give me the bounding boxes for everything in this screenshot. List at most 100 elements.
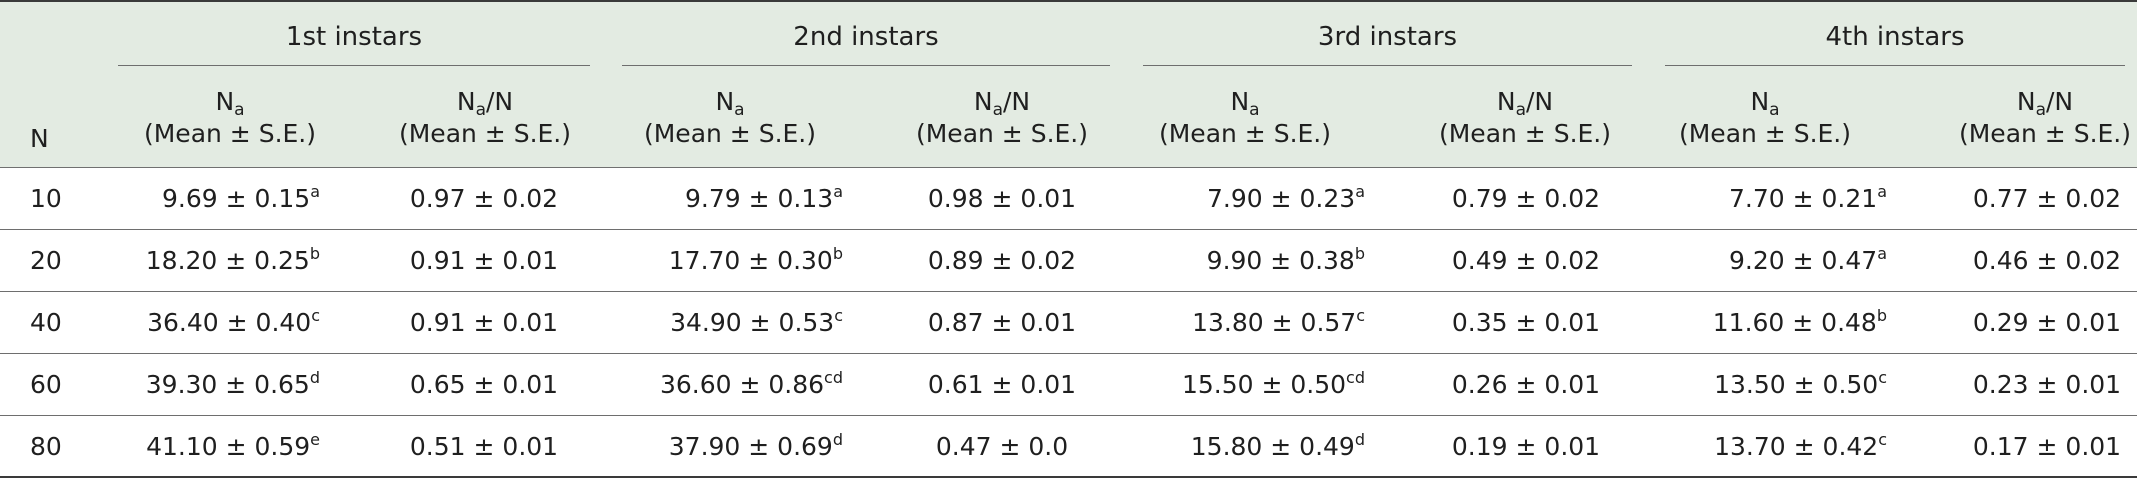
header-symbol: N (715, 87, 735, 116)
header-group-rule (118, 65, 590, 66)
cell-value: 0.91 ± 0.01 (409, 246, 559, 275)
header-symbol: N (215, 87, 235, 116)
cell-value: 41.10 ± 0.59 (146, 432, 311, 461)
cell-ratio: 0.47 ± 0.0 (877, 416, 1127, 478)
significance-letter: a (833, 182, 843, 201)
header-subscript: a (234, 100, 245, 120)
cell-mean: 15.50 ± 0.50cd (1145, 354, 1365, 416)
header-symbol: N (2016, 87, 2036, 116)
cell-mean: 39.30 ± 0.65d (100, 354, 320, 416)
cell-value: 13.70 ± 0.42 (1714, 432, 1879, 461)
cell-mean: 13.80 ± 0.57c (1145, 292, 1365, 354)
cell-value: 0.87 ± 0.01 (927, 308, 1077, 337)
cell-value: 39.30 ± 0.65 (145, 370, 310, 399)
significance-letter: a (1355, 182, 1365, 201)
cell-value: 15.50 ± 0.50 (1181, 370, 1347, 399)
cell-mean: 41.10 ± 0.59e (100, 416, 320, 478)
significance-letter: d (832, 430, 843, 449)
cell-value: 0.77 ± 0.02 (1972, 184, 2122, 213)
header-ratio-column: Na/N (Mean ± S.E.) (1920, 86, 2137, 150)
cell-value: 9.69 ± 0.15 (162, 184, 311, 213)
significance-letter: c (311, 306, 320, 325)
cell-ratio: 0.23 ± 0.01 (1922, 354, 2137, 416)
cell-value: 0.65 ± 0.01 (409, 370, 559, 399)
significance-letter: a (310, 182, 320, 201)
header-group-rule (1665, 65, 2125, 66)
header-ratio-suffix: /N (1526, 87, 1554, 116)
significance-letter: e (310, 430, 320, 449)
cell-mean: 7.70 ± 0.21a (1667, 168, 1887, 230)
header-symbol: N (1230, 87, 1250, 116)
cell-value: 36.40 ± 0.40 (147, 308, 312, 337)
cell-value: 0.97 ± 0.02 (409, 184, 559, 213)
cell-mean: 15.80 ± 0.49d (1145, 416, 1365, 478)
significance-letter: c (1356, 306, 1365, 325)
header-stat-label: (Mean ± S.E.) (398, 119, 572, 148)
significance-letter: b (832, 244, 843, 263)
cell-value: 0.89 ± 0.02 (927, 246, 1077, 275)
cell-value: 0.47 ± 0.0 (935, 432, 1069, 461)
significance-letter: b (1354, 244, 1365, 263)
significance-letter: cd (1346, 368, 1365, 387)
significance-letter: b (309, 244, 320, 263)
cell-value: 9.20 ± 0.47 (1729, 246, 1878, 275)
cell-mean: 13.70 ± 0.42c (1667, 416, 1887, 478)
cell-ratio: 0.89 ± 0.02 (877, 230, 1127, 292)
cell-value: 37.90 ± 0.69 (668, 432, 833, 461)
header-symbol: N (973, 87, 993, 116)
significance-letter: a (1877, 182, 1887, 201)
cell-ratio: 0.87 ± 0.01 (877, 292, 1127, 354)
table-header (0, 0, 2137, 168)
cell-value: 13.50 ± 0.50 (1714, 370, 1879, 399)
header-subscript: a (992, 100, 1003, 120)
header-ratio-suffix: /N (2046, 87, 2074, 116)
header-group-label: 1st instars (285, 22, 423, 52)
cell-ratio: 0.97 ± 0.02 (359, 168, 609, 230)
header-stat-label: (Mean ± S.E.) (643, 119, 817, 148)
header-subscript: a (734, 100, 745, 120)
header-stat-label: (Mean ± S.E.) (1958, 119, 2132, 148)
cell-mean: 36.60 ± 0.86cd (623, 354, 843, 416)
header-stat-label: (Mean ± S.E.) (915, 119, 1089, 148)
significance-letter: a (1877, 244, 1887, 263)
cell-ratio: 0.26 ± 0.01 (1401, 354, 1651, 416)
cell-ratio: 0.91 ± 0.01 (359, 230, 609, 292)
cell-value: 0.98 ± 0.01 (927, 184, 1077, 213)
table-row: 80 41.10 ± 0.59e 0.51 ± 0.01 37.90 ± 0.69d 0… (0, 416, 2137, 478)
header-group-label: 4th instars (1825, 22, 1965, 52)
cell-mean: 18.20 ± 0.25b (100, 230, 320, 292)
cell-value: 7.90 ± 0.23 (1207, 184, 1356, 213)
header-subscript: a (475, 100, 486, 120)
table-row: 20 18.20 ± 0.25b 0.91 ± 0.01 17.70 ± 0.30b 0… (0, 230, 2137, 292)
cell-ratio: 0.19 ± 0.01 (1401, 416, 1651, 478)
cell-value: 0.79 ± 0.02 (1451, 184, 1601, 213)
cell-value: 18.20 ± 0.25 (145, 246, 310, 275)
header-symbol: N (456, 87, 476, 116)
header-ratio-column: Na/N (Mean ± S.E.) (1400, 86, 1650, 150)
cell-ratio: 0.61 ± 0.01 (877, 354, 1127, 416)
cell-ratio: 0.29 ± 0.01 (1922, 292, 2137, 354)
header-stat-label: (Mean ± S.E.) (1158, 119, 1332, 148)
header-group-label: 2nd instars (793, 22, 939, 52)
significance-letter: d (1354, 430, 1365, 449)
header-subscript: a (2035, 100, 2046, 120)
cell-mean: 9.69 ± 0.15a (100, 168, 320, 230)
cell-n: 60 (30, 370, 62, 399)
cell-value: 0.17 ± 0.01 (1972, 432, 2122, 461)
cell-ratio: 0.65 ± 0.01 (359, 354, 609, 416)
cell-ratio: 0.35 ± 0.01 (1401, 292, 1651, 354)
cell-ratio: 0.51 ± 0.01 (359, 416, 609, 478)
table-row: 10 9.69 ± 0.15a 0.97 ± 0.02 9.79 ± 0.13a 0.9… (0, 168, 2137, 230)
cell-ratio: 0.79 ± 0.02 (1401, 168, 1651, 230)
cell-mean: 17.70 ± 0.30b (623, 230, 843, 292)
cell-value: 0.29 ± 0.01 (1972, 308, 2122, 337)
header-subscript: a (1769, 100, 1780, 120)
cell-value: 13.80 ± 0.57 (1192, 308, 1357, 337)
cell-value: 0.46 ± 0.02 (1972, 246, 2122, 275)
cell-value: 0.35 ± 0.01 (1451, 308, 1601, 337)
header-stat-label: (Mean ± S.E.) (1438, 119, 1612, 148)
cell-mean: 36.40 ± 0.40c (100, 292, 320, 354)
cell-value: 0.26 ± 0.01 (1451, 370, 1601, 399)
cell-mean: 13.50 ± 0.50c (1667, 354, 1887, 416)
